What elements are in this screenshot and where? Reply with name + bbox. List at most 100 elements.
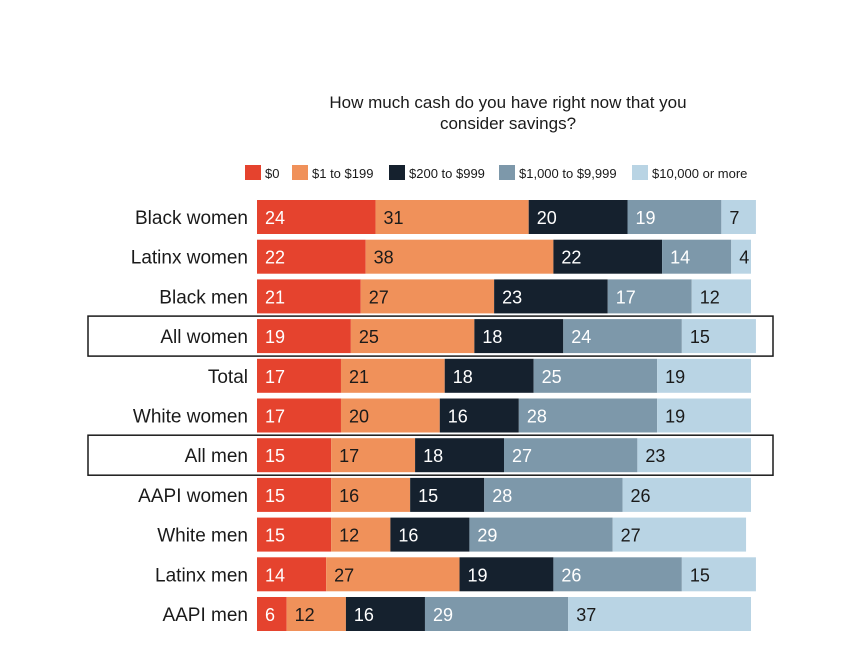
highlight-boxes (87, 315, 774, 476)
bar-segment-total-0 (257, 358, 341, 393)
data-label-aapi-men-0: 6 (265, 605, 275, 625)
category-label-all-men: All men (185, 446, 248, 467)
data-label-all-women-1-000-to-9-999: 24 (571, 327, 591, 347)
data-label-aapi-men-1-to-199: 12 (295, 605, 315, 625)
data-label-latinx-women-1-000-to-9-999: 14 (670, 248, 690, 268)
data-label-all-women-0: 19 (265, 327, 285, 347)
bar-rows: Black women 24 31 20 19 7 Latinx women 22 38 22 14… (131, 200, 756, 631)
data-label-all-men-200-to-999: 18 (423, 446, 443, 466)
data-label-aapi-women-1-to-199: 16 (339, 486, 359, 506)
data-label-latinx-women-1-to-199: 38 (374, 248, 394, 268)
data-label-all-men-0: 15 (265, 446, 285, 466)
legend-label-0: $0 (265, 166, 279, 181)
data-label-aapi-men-1-000-to-9-999: 29 (433, 605, 453, 625)
bar-segment-white-men-200-to-999 (390, 517, 470, 552)
bar-row-aapi-women: AAPI women 15 16 15 28 26 (138, 477, 751, 512)
bar-segment-latinx-women-0 (257, 239, 366, 274)
data-label-latinx-men-1-000-to-9-999: 26 (561, 565, 581, 585)
bar-segment-aapi-women-200-to-999 (410, 477, 485, 512)
bar-segment-black-women-0 (257, 200, 376, 234)
legend-swatch-200-to-999 (389, 165, 405, 180)
data-label-white-men-10-000-or-more: 27 (621, 526, 641, 546)
bar-row-total: Total 17 21 18 25 19 (208, 358, 751, 393)
bar-segment-total-1-to-199 (340, 358, 445, 393)
category-label-latinx-women: Latinx women (131, 248, 248, 269)
bar-row-black-women: Black women 24 31 20 19 7 (135, 200, 756, 234)
bar-segment-white-women-200-to-999 (439, 398, 519, 433)
bar-segment-black-men-1-000-to-9-999 (607, 279, 692, 314)
bar-segment-aapi-men-1-000-to-9-999 (424, 597, 569, 631)
bar-segment-all-women-200-to-999 (474, 319, 564, 354)
bar-segment-total-10-000-or-more (657, 358, 751, 393)
bar-row-all-men: All men 15 17 18 27 23 (185, 438, 751, 473)
legend-label-1-to-199: $1 to $199 (312, 166, 373, 181)
bar-segment-white-women-10-000-or-more (657, 398, 751, 433)
bar-segment-aapi-women-10-000-or-more (622, 477, 751, 512)
bar-segment-latinx-men-1-000-to-9-999 (553, 557, 682, 592)
data-label-all-men-1-to-199: 17 (339, 446, 359, 466)
bar-row-white-women: White women 17 20 16 28 19 (133, 398, 751, 433)
category-label-aapi-women: AAPI women (138, 486, 248, 507)
bar-segment-aapi-women-1-000-to-9-999 (484, 477, 623, 512)
data-label-black-women-1-000-to-9-999: 19 (636, 208, 656, 228)
category-label-white-men: White men (157, 526, 248, 547)
data-label-latinx-men-10-000-or-more: 15 (690, 565, 710, 585)
bar-segment-aapi-women-1-to-199 (331, 477, 411, 512)
data-label-latinx-men-1-to-199: 27 (334, 565, 354, 585)
bar-segment-all-men-10-000-or-more (637, 438, 751, 473)
data-label-total-200-to-999: 18 (453, 367, 473, 387)
data-label-latinx-women-10-000-or-more: 4 (739, 248, 749, 268)
category-label-latinx-men: Latinx men (155, 565, 248, 586)
highlight-box-all-men (87, 434, 774, 476)
bar-row-black-men: Black men 21 27 23 17 12 (159, 279, 751, 314)
data-label-white-women-200-to-999: 16 (448, 407, 468, 427)
highlight-box-all-women (87, 315, 774, 357)
bar-segment-aapi-men-10-000-or-more (568, 597, 751, 631)
bar-segment-latinx-women-1-000-to-9-999 (662, 239, 732, 274)
data-label-white-men-0: 15 (265, 526, 285, 546)
bar-segment-all-women-0 (257, 319, 351, 354)
bar-segment-all-men-0 (257, 438, 332, 473)
data-label-white-women-0: 17 (265, 407, 285, 427)
data-label-aapi-women-1-000-to-9-999: 28 (492, 486, 512, 506)
data-label-white-men-1-to-199: 12 (339, 526, 359, 546)
bar-segment-latinx-women-10-000-or-more (731, 239, 751, 274)
bar-segment-white-men-1-to-199 (331, 517, 391, 552)
bar-segment-latinx-men-1-to-199 (326, 557, 460, 592)
bar-segment-total-200-to-999 (444, 358, 534, 393)
data-label-black-women-200-to-999: 20 (537, 208, 557, 228)
data-label-total-10-000-or-more: 19 (665, 367, 685, 387)
category-label-total: Total (208, 367, 248, 388)
bar-segment-latinx-women-200-to-999 (553, 239, 663, 274)
data-label-white-women-1-000-to-9-999: 28 (527, 407, 547, 427)
data-label-latinx-men-0: 14 (265, 565, 285, 585)
data-label-white-men-200-to-999: 16 (398, 526, 418, 546)
bar-segment-all-men-1-000-to-9-999 (504, 438, 638, 473)
data-label-aapi-men-200-to-999: 16 (354, 605, 374, 625)
category-label-white-women: White women (133, 407, 248, 428)
data-label-black-men-1-to-199: 27 (369, 287, 389, 307)
bar-segment-white-men-1-000-to-9-999 (469, 517, 613, 552)
data-label-latinx-women-200-to-999: 22 (561, 248, 581, 268)
bar-segment-black-women-1-000-to-9-999 (627, 200, 722, 234)
bar-segment-black-women-200-to-999 (528, 200, 628, 234)
bar-segment-all-men-1-to-199 (331, 438, 416, 473)
data-label-black-men-200-to-999: 23 (502, 287, 522, 307)
legend-label-200-to-999: $200 to $999 (409, 166, 485, 181)
data-label-all-men-10-000-or-more: 23 (645, 446, 665, 466)
bar-segment-aapi-men-200-to-999 (345, 597, 425, 631)
data-label-total-1-000-to-9-999: 25 (542, 367, 562, 387)
bar-segment-black-men-0 (257, 279, 361, 314)
bar-segment-all-men-200-to-999 (415, 438, 504, 473)
category-label-black-men: Black men (159, 287, 248, 308)
data-label-latinx-women-0: 22 (265, 248, 285, 268)
bar-segment-aapi-men-0 (257, 597, 287, 631)
bar-segment-white-men-10-000-or-more (612, 517, 747, 552)
data-label-total-0: 17 (265, 367, 285, 387)
bar-segment-latinx-women-1-to-199 (365, 239, 554, 274)
bar-row-aapi-men: AAPI men 6 12 16 29 37 (162, 597, 751, 631)
legend-swatch-10-000-or-more (632, 165, 648, 180)
data-label-all-women-10-000-or-more: 15 (690, 327, 710, 347)
